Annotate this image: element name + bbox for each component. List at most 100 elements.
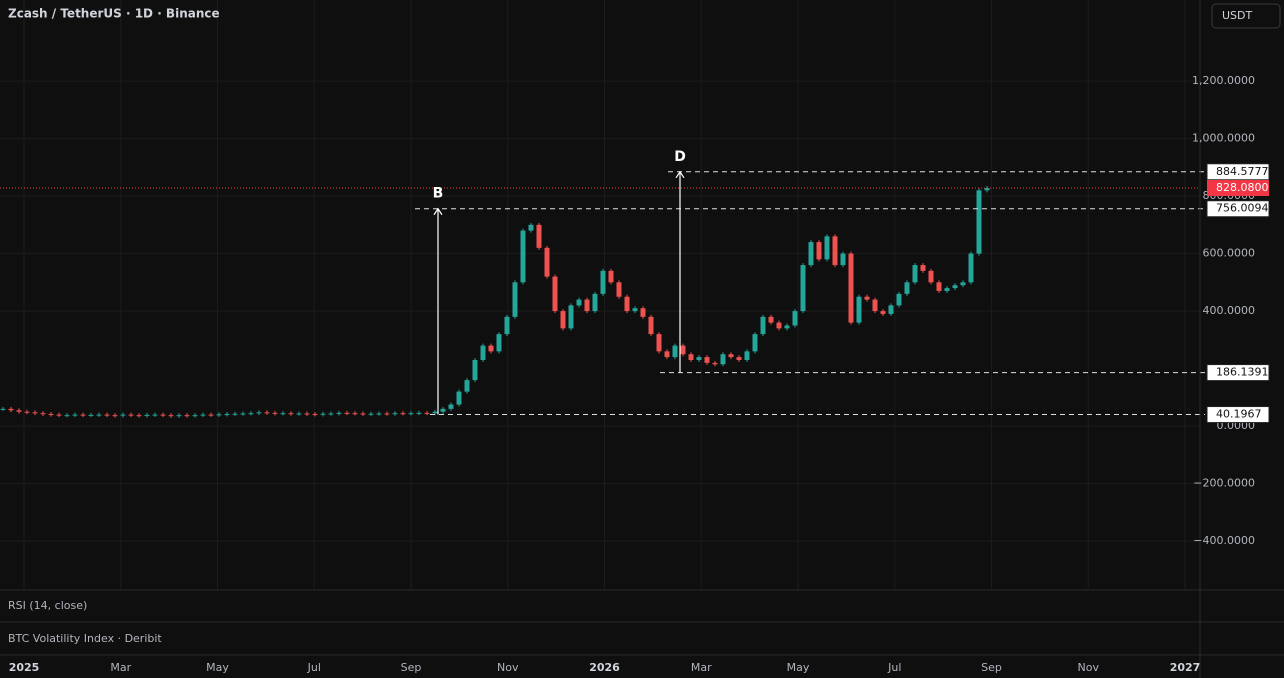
candle [912,265,918,283]
candle [432,411,438,414]
candle [968,253,974,283]
candle [720,354,726,365]
candle [960,282,966,286]
candle [552,276,558,312]
chart-title: Zcash / TetherUS · 1D · Binance [8,7,220,21]
candle [544,247,550,277]
candle [408,413,414,415]
x-tick-label: Mar [110,661,131,674]
candle [360,413,366,415]
candle [448,404,454,409]
x-tick-label: 2025 [9,661,40,674]
candle [688,354,694,360]
current-price-label: 828.0800 [1216,181,1269,194]
price-level-label: 756.0094 [1216,202,1269,215]
candle [792,311,798,326]
candle [712,362,718,365]
candle [216,414,222,416]
x-tick-label: 2027 [1170,661,1201,674]
candle [328,413,334,415]
candle [176,415,182,417]
candle [424,412,430,414]
price-level-tag [1206,163,1270,181]
candle [728,354,734,358]
grid [0,0,1200,590]
candle [808,242,814,266]
candle [456,391,462,405]
y-tick-label: 1,000.0000 [1192,132,1255,145]
candle [80,414,86,416]
currency-button-label[interactable]: USDT [1222,9,1253,22]
candle [736,357,742,360]
candle [776,322,782,329]
candle [704,357,710,363]
candle [528,224,534,231]
candle [344,412,350,414]
candle [472,359,478,381]
candle [200,414,206,416]
candle [16,410,22,412]
candle [904,282,910,294]
candle [152,414,158,416]
candle [744,351,750,360]
y-tick-label: −200.0000 [1193,477,1255,490]
candle [832,236,838,266]
candle [976,190,982,254]
candle [816,242,822,260]
candle [288,413,294,415]
candle [648,316,654,335]
pane-label: RSI (14, close) [8,599,87,612]
x-tick-label: Nov [497,661,519,674]
candle [56,414,62,416]
x-tick-label: May [787,661,810,674]
pane-label: BTC Volatility Index · Deribit [8,632,162,645]
candle [184,415,190,417]
price-level-label: 884.5777 [1216,165,1269,178]
candle [984,188,990,191]
candle [944,288,950,291]
currency-button[interactable] [1211,3,1281,29]
candle [304,413,310,415]
candle [88,414,94,416]
candle [72,414,78,416]
candle [136,415,142,417]
candle [632,308,638,312]
candle [232,413,238,415]
candle [616,282,622,297]
candle [168,415,174,417]
candle [128,414,134,416]
candle [584,299,590,312]
x-tick-label: Jul [887,661,901,674]
current-price-tag [1207,180,1269,197]
candle [104,414,110,416]
candle [96,414,102,416]
candle [600,270,606,294]
candle [0,408,6,410]
candle [824,236,830,260]
candle [664,351,670,358]
arrow-head [675,170,685,179]
candle [880,311,886,314]
candle [672,345,678,358]
candle [120,414,126,416]
x-tick-label: Nov [1078,661,1100,674]
candle [256,412,262,414]
candle [352,413,358,415]
candle [624,296,630,312]
candle [192,415,198,417]
arrow-head [433,207,443,216]
annotation-label: D [674,149,686,165]
candle [400,413,406,415]
candle [896,293,902,306]
x-tick-label: Sep [981,661,1002,674]
candle [568,305,574,329]
candle [872,299,878,312]
candle [864,296,870,300]
candle [392,413,398,415]
y-tick-label: −400.0000 [1193,534,1255,547]
annotation-label: B [433,186,444,202]
candle [240,413,246,415]
